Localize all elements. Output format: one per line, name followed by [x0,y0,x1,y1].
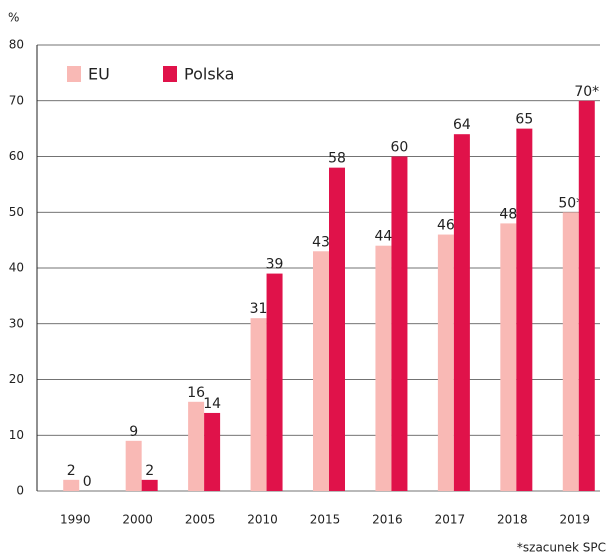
bar [125,440,142,491]
y-tick-label: 10 [9,428,24,442]
bar [313,251,329,491]
x-tick-label: 2010 [247,513,278,527]
data-label: 31 [250,301,268,317]
y-tick-label: 80 [9,38,24,52]
x-tick-label: 2018 [497,513,528,527]
y-tick-label: 60 [9,149,24,163]
bar [516,128,533,491]
legend-label: EU [88,65,110,84]
data-label: 50* [558,195,583,211]
x-tick-label: 2019 [560,513,591,527]
footnote: *szacunek SPC [517,541,606,555]
data-label: 0 [83,474,92,490]
data-label: 70* [574,84,599,100]
x-tick-label: 2016 [372,513,403,527]
bar [266,273,283,491]
bar [500,223,517,491]
data-label: 43 [312,234,330,250]
data-label: 39 [266,257,284,273]
data-label: 48 [499,206,517,222]
bar [578,100,595,491]
x-tick-label: 1990 [60,513,91,527]
y-tick-label: 30 [9,316,24,330]
bar [453,134,470,491]
x-tick-label: 2005 [185,513,216,527]
bar [63,479,80,491]
data-label: 60 [391,140,409,156]
data-label: 2 [67,463,76,479]
bar [250,318,267,491]
bar [437,234,454,492]
bar [141,479,158,491]
bar [391,156,408,491]
data-label: 14 [203,396,221,412]
y-tick-label: 0 [16,484,24,498]
bar [375,245,392,491]
legend-label: Polska [184,65,234,84]
bar [329,167,345,491]
y-tick-label: 20 [9,372,24,386]
data-label: 46 [437,218,455,234]
y-tick-label: 40 [9,261,24,275]
bar [188,401,205,491]
data-label: 9 [129,424,138,440]
y-tick-label: 70 [9,93,24,107]
legend-swatch [163,66,177,82]
data-label: 58 [328,151,346,167]
data-label: 64 [453,117,471,133]
x-tick-label: 2000 [122,513,153,527]
x-tick-label: 2017 [435,513,466,527]
y-axis-label: % [8,11,19,25]
data-label: 16 [187,385,205,401]
x-tick-label: 2015 [310,513,341,527]
data-label: 65 [515,112,533,128]
legend-swatch [67,66,81,82]
bar [562,212,579,491]
data-label: 2 [145,463,154,479]
y-tick-label: 50 [9,205,24,219]
bar [204,412,221,491]
data-label: 44 [375,229,393,245]
